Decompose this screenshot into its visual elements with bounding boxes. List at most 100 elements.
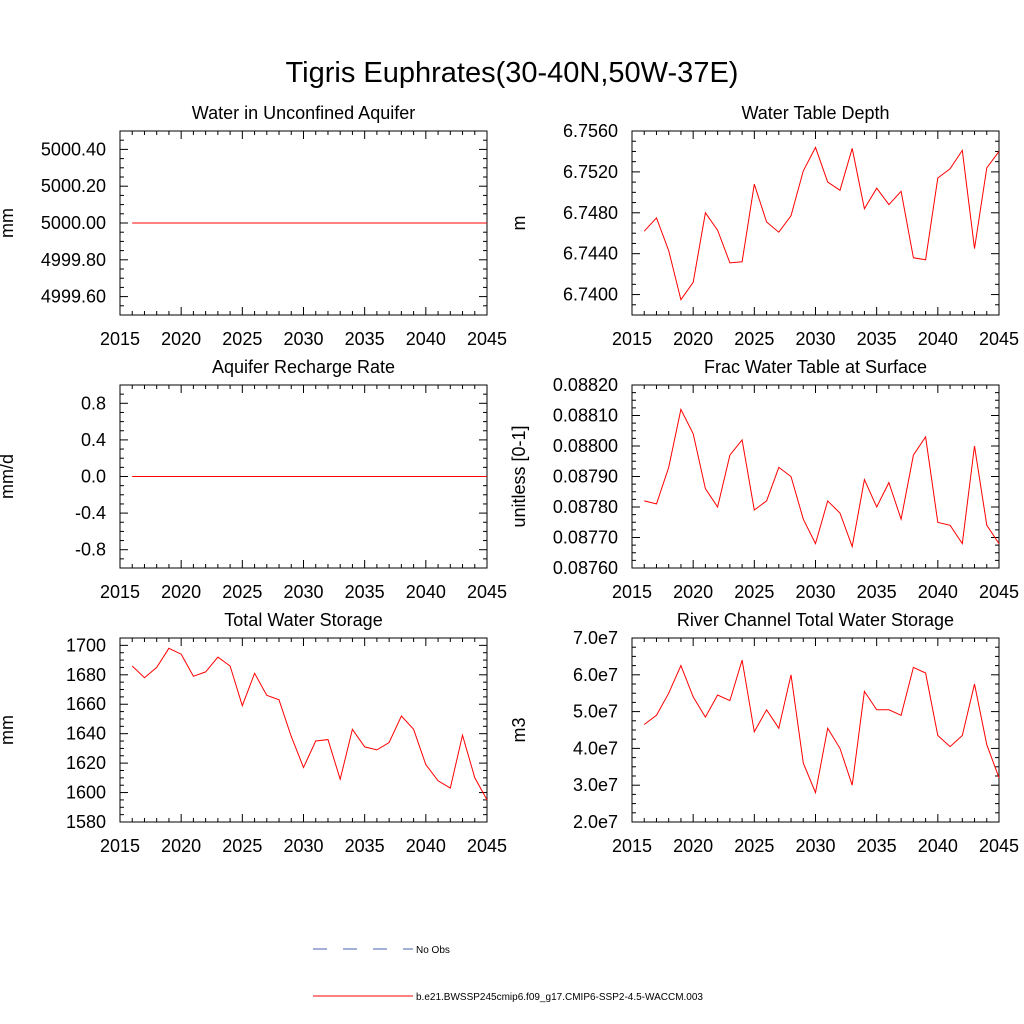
y-tick-label: 1580: [66, 812, 106, 832]
legend: No Obs b.e21.BWSSP245cmip6.f09_g17.CMIP6…: [313, 945, 703, 1003]
panel-title: Frac Water Table at Surface: [704, 357, 927, 377]
x-tick-label: 2020: [161, 329, 201, 349]
panel-1: Water in Unconfined Aquifer mm 2015 2020 202…: [0, 103, 507, 349]
plot-frame: [631, 384, 1000, 569]
y-tick-label: 0.4: [81, 430, 106, 450]
x-tick-label: 2035: [345, 582, 385, 602]
y-tick-label: 0.8: [81, 393, 106, 413]
panel-title: Total Water Storage: [224, 610, 382, 630]
y-tick-label: 5.0e7: [573, 702, 618, 722]
x-tick-label: 2015: [100, 329, 140, 349]
x-tick-label: 2020: [673, 582, 713, 602]
y-tick-label: 3.0e7: [573, 775, 618, 795]
y-tick-label: 0.08780: [553, 497, 618, 517]
x-tick-label: 2035: [857, 329, 897, 349]
panel-4: Frac Water Table at Surface unitless [0-1…: [509, 357, 1019, 602]
y-tick-label: 1680: [66, 665, 106, 685]
y-tick-label: 7.0e7: [573, 628, 618, 648]
y-axis-label: mm/d: [0, 454, 17, 499]
x-tick-label: 2030: [283, 836, 323, 856]
y-tick-label: 1700: [66, 635, 106, 655]
y-tick-label: 0.08790: [553, 467, 618, 487]
y-axis-label: m: [509, 216, 529, 231]
y-axis-label: mm: [0, 208, 17, 238]
panel-2: Water Table Depth m 2015 2020 2025 2030 2035 20…: [509, 103, 1019, 349]
x-tick-label: 2040: [406, 836, 446, 856]
plot-frame: [119, 637, 488, 823]
x-tick-label: 2025: [734, 582, 774, 602]
y-tick-label: 1660: [66, 694, 106, 714]
y-tick-label: 4999.60: [41, 287, 106, 307]
y-tick-label: 1620: [66, 753, 106, 773]
x-tick-label: 2035: [345, 329, 385, 349]
y-axis-label: unitless [0-1]: [509, 425, 529, 527]
x-tick-label: 2015: [100, 836, 140, 856]
series-line: [644, 407, 1000, 549]
y-tick-label: 5000.20: [41, 176, 106, 196]
series-line: [643, 659, 1000, 795]
y-tick-label: 0.08800: [553, 436, 618, 456]
panel-3: Aquifer Recharge Rate mm/d 2015 2020 2025 203…: [0, 357, 507, 602]
x-tick-label: 2040: [918, 329, 958, 349]
x-tick-label: 2020: [673, 836, 713, 856]
y-tick-label: 4.0e7: [573, 738, 618, 758]
y-axis-label: m3: [509, 717, 529, 742]
x-tick-label: 2045: [979, 836, 1019, 856]
y-tick-label: 6.7480: [563, 203, 618, 223]
legend-obs-label: No Obs: [416, 945, 450, 956]
y-axis-label: mm: [0, 715, 17, 745]
x-tick-label: 2040: [406, 329, 446, 349]
x-tick-label: 2020: [161, 582, 201, 602]
x-tick-label: 2020: [161, 836, 201, 856]
y-tick-label: 0.08810: [553, 406, 618, 426]
series-line: [131, 647, 488, 801]
x-tick-label: 2045: [979, 582, 1019, 602]
panel-6: River Channel Total Water Storage m3 2015 2…: [509, 610, 1019, 856]
x-tick-label: 2035: [857, 582, 897, 602]
x-tick-label: 2045: [467, 582, 507, 602]
x-tick-label: 2015: [100, 582, 140, 602]
panel-5: Total Water Storage mm 2015 2020 2025 2030 203…: [0, 610, 507, 856]
y-tick-label: 6.7520: [563, 162, 618, 182]
x-tick-label: 2015: [612, 329, 652, 349]
x-tick-label: 2030: [283, 329, 323, 349]
x-tick-label: 2015: [612, 582, 652, 602]
x-tick-label: 2040: [918, 836, 958, 856]
x-tick-label: 2020: [673, 329, 713, 349]
x-tick-label: 2030: [283, 582, 323, 602]
plot-frame: [631, 637, 1000, 823]
y-tick-label: 5000.00: [41, 213, 106, 233]
x-tick-label: 2025: [222, 836, 262, 856]
x-tick-label: 2035: [857, 836, 897, 856]
panel-title: River Channel Total Water Storage: [677, 610, 954, 630]
y-tick-label: 6.7560: [563, 121, 618, 141]
y-tick-label: 6.0e7: [573, 665, 618, 685]
y-tick-label: 1600: [66, 783, 106, 803]
x-tick-label: 2025: [222, 329, 262, 349]
x-tick-label: 2035: [345, 836, 385, 856]
series-line: [643, 146, 1000, 301]
y-tick-label: -0.4: [75, 503, 106, 523]
y-tick-label: 0.08820: [553, 375, 618, 395]
plot-frame: [631, 130, 1000, 316]
x-tick-label: 2030: [795, 582, 835, 602]
x-tick-label: 2045: [467, 329, 507, 349]
x-tick-label: 2025: [734, 329, 774, 349]
x-tick-label: 2040: [918, 582, 958, 602]
panel-title: Water Table Depth: [741, 103, 889, 123]
x-tick-label: 2025: [734, 836, 774, 856]
figure-title: Tigris Euphrates(30-40N,50W-37E): [286, 57, 739, 89]
y-tick-label: 6.7440: [563, 244, 618, 264]
y-tick-label: 1640: [66, 724, 106, 744]
y-tick-label: 0.08770: [553, 528, 618, 548]
y-tick-label: 0.08760: [553, 558, 618, 578]
y-tick-label: 5000.40: [41, 139, 106, 159]
x-tick-label: 2015: [612, 836, 652, 856]
y-tick-label: 6.7400: [563, 285, 618, 305]
x-tick-label: 2045: [979, 329, 1019, 349]
legend-model-label: b.e21.BWSSP245cmip6.f09_g17.CMIP6-SSP2-4…: [416, 992, 703, 1003]
x-tick-label: 2030: [795, 836, 835, 856]
y-tick-label: 0.0: [81, 467, 106, 487]
x-tick-label: 2030: [795, 329, 835, 349]
